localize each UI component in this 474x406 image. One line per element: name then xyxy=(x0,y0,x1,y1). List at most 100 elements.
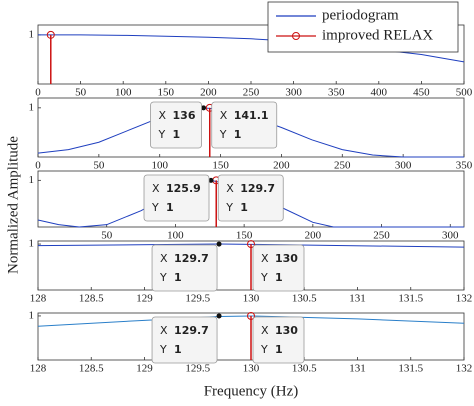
datatip-y-value: 1 xyxy=(240,201,248,214)
datatip-box xyxy=(252,316,305,364)
datatip: X 129.7 Y 1 xyxy=(151,316,218,364)
datatip-x-label: X xyxy=(226,182,234,195)
legend-label: periodogram xyxy=(322,7,399,23)
x-tick-label: 131.5 xyxy=(398,363,423,375)
x-tick-label: 200 xyxy=(273,160,290,172)
datatip: X 125.9 Y 1 xyxy=(143,174,210,222)
datatip-y-value: 1 xyxy=(234,128,242,141)
datatip-box xyxy=(151,244,218,292)
periodogram-line xyxy=(37,315,465,327)
y-tick-label: 1 xyxy=(29,101,35,113)
datatip-x-label: X xyxy=(160,252,168,265)
x-tick-label: 128.5 xyxy=(79,363,104,375)
x-tick-label: 350 xyxy=(328,87,345,99)
x-tick-label: 0 xyxy=(35,160,41,172)
y-tick-label: 1 xyxy=(29,174,35,186)
datatip-y-value: 1 xyxy=(275,271,283,284)
y-tick-label: 1 xyxy=(29,28,35,40)
x-tick-label: 131.5 xyxy=(398,293,423,305)
datatip: X 141.1 Y 1 xyxy=(211,101,278,149)
datatip-box xyxy=(143,174,210,222)
x-tick-label: 150 xyxy=(212,160,229,172)
datatip-box xyxy=(211,101,278,149)
datatip-x-value: 141.1 xyxy=(234,109,269,122)
x-tick-label: 128 xyxy=(30,293,47,305)
datatip-box xyxy=(151,316,218,364)
datatip-y-label: Y xyxy=(225,201,233,214)
legend: periodogram improved RELAX xyxy=(267,1,459,53)
x-axis-label: Frequency (Hz) xyxy=(204,383,299,399)
datatip-box xyxy=(252,244,305,292)
datatip-y-label: Y xyxy=(219,128,227,141)
peak-marker xyxy=(208,177,214,183)
peak-marker xyxy=(216,241,222,247)
datatip-x-label: X xyxy=(261,252,269,265)
x-tick-label: 300 xyxy=(395,160,412,172)
datatip-x-value: 130 xyxy=(275,252,298,265)
datatip: X 130 Y 1 xyxy=(252,316,305,364)
x-tick-label: 132 xyxy=(456,293,473,305)
datatip-x-value: 129.7 xyxy=(240,182,275,195)
x-tick-label: 400 xyxy=(371,87,388,99)
datatip-x-value: 129.7 xyxy=(174,324,209,337)
legend-box xyxy=(267,1,459,53)
x-tick-label: 50 xyxy=(93,160,105,172)
datatip: X 130 Y 1 xyxy=(252,244,305,292)
datatip-y-label: Y xyxy=(260,343,268,356)
datatip-x-value: 136 xyxy=(173,109,196,122)
x-tick-label: 130 xyxy=(243,363,260,375)
datatip-y-value: 1 xyxy=(174,271,182,284)
x-tick-label: 130.5 xyxy=(292,363,317,375)
x-tick-label: 128.5 xyxy=(79,293,104,305)
x-tick-label: 200 xyxy=(200,87,217,99)
x-tick-label: 132 xyxy=(456,363,473,375)
peak-marker xyxy=(201,105,207,111)
x-tick-label: 100 xyxy=(167,230,184,242)
stem-marker xyxy=(46,30,55,39)
datatip-x-value: 129.7 xyxy=(174,252,209,265)
x-tick-label: 131 xyxy=(349,293,366,305)
datatip-y-value: 1 xyxy=(173,128,181,141)
x-tick-label: 300 xyxy=(442,230,459,242)
datatip-x-label: X xyxy=(152,182,160,195)
datatip: X 136 Y 1 xyxy=(150,101,202,149)
datatip-x-label: X xyxy=(261,324,269,337)
x-tick-label: 129 xyxy=(136,363,153,375)
x-tick-label: 129.5 xyxy=(185,293,210,305)
x-tick-label: 50 xyxy=(101,230,113,242)
datatip-box xyxy=(217,174,284,222)
datatip-x-value: 125.9 xyxy=(166,182,201,195)
x-tick-label: 250 xyxy=(243,87,260,99)
datatip-y-value: 1 xyxy=(174,343,182,356)
y-tick-label: 1 xyxy=(29,309,35,321)
x-tick-label: 450 xyxy=(413,87,430,99)
x-tick-label: 500 xyxy=(456,87,473,99)
datatip-x-label: X xyxy=(159,109,167,122)
x-tick-label: 0 xyxy=(35,87,41,99)
x-tick-label: 130.5 xyxy=(292,293,317,305)
datatip-x-label: X xyxy=(220,109,228,122)
y-tick-label: 1 xyxy=(29,238,35,250)
legend-label: improved RELAX xyxy=(322,27,433,43)
datatip-y-value: 1 xyxy=(275,343,283,356)
datatip-x-label: X xyxy=(160,324,168,337)
datatip: X 129.7 Y 1 xyxy=(151,244,218,292)
x-tick-label: 131 xyxy=(349,363,366,375)
y-axis-label: Normalized Amplitude xyxy=(5,136,21,274)
x-tick-label: 129.5 xyxy=(185,363,210,375)
datatip-y-label: Y xyxy=(260,271,268,284)
x-tick-label: 150 xyxy=(236,230,253,242)
datatip-y-label: Y xyxy=(159,343,167,356)
legend-marker xyxy=(292,32,300,40)
x-tick-label: 129 xyxy=(136,293,153,305)
datatip-y-label: Y xyxy=(151,201,159,214)
x-tick-label: 350 xyxy=(456,160,473,172)
datatip-x-value: 130 xyxy=(275,324,298,337)
datatip-y-label: Y xyxy=(158,128,166,141)
datatip-y-value: 1 xyxy=(166,201,174,214)
periodogram-line xyxy=(37,243,465,248)
x-tick-label: 200 xyxy=(305,230,322,242)
peak-marker xyxy=(216,313,222,319)
x-tick-label: 50 xyxy=(75,87,87,99)
